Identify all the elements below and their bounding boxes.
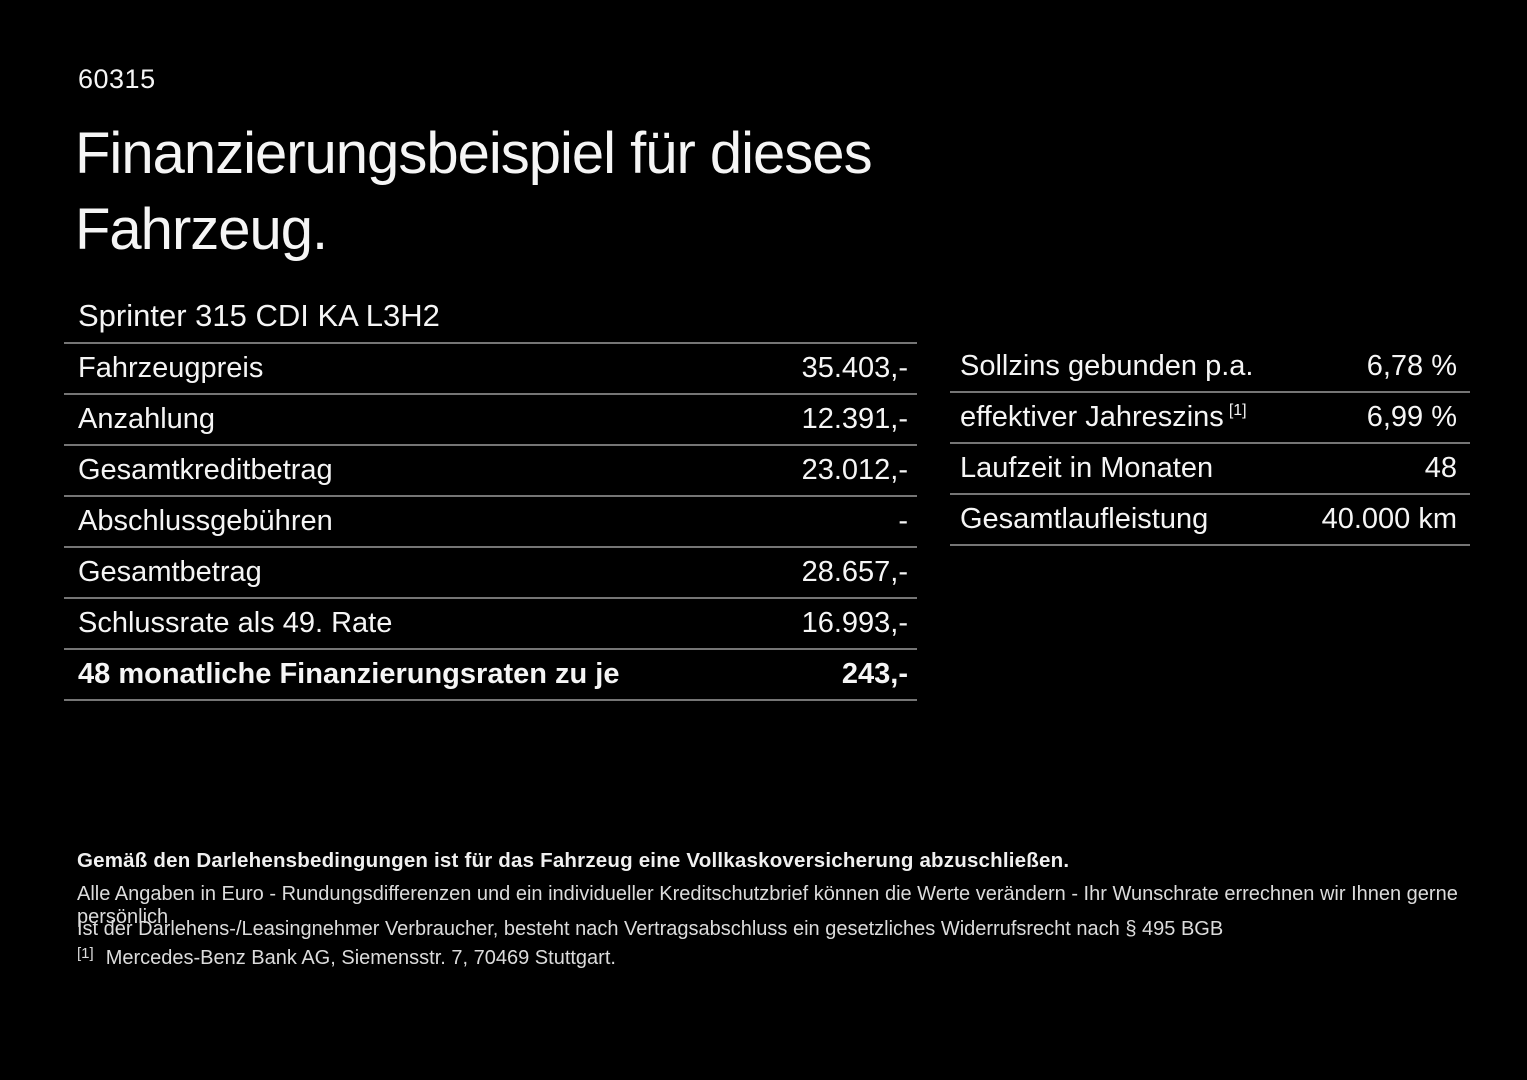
- row-label: Laufzeit in Monaten: [960, 452, 1214, 484]
- row-label: Schlussrate als 49. Rate: [78, 607, 393, 639]
- footnote-marker: [1]: [77, 945, 94, 962]
- row-label-text: effektiver Jahreszins: [960, 401, 1224, 433]
- note-insurance-requirement: Gemäß den Darlehensbedingungen ist für d…: [77, 849, 1070, 872]
- row-label: Sollzins gebunden p.a.: [960, 350, 1254, 382]
- row-label: effektiver Jahreszins [1]: [950, 401, 1247, 434]
- table-row-monthly-rate: 48 monatliche Finanzierungsraten zu je 2…: [64, 650, 917, 701]
- row-value: 243,-: [841, 658, 908, 690]
- table-row: Gesamtkreditbetrag 23.012,-: [64, 446, 917, 497]
- note-euro-disclaimer: Alle Angaben in Euro - Rundungsdifferenz…: [77, 883, 1458, 928]
- footnote-bank-address: [1] Mercedes-Benz Bank AG, Siemensstr. 7,…: [77, 945, 616, 970]
- table-row: Anzahlung 12.391,-: [64, 395, 917, 446]
- row-label: Gesamtkreditbetrag: [78, 454, 333, 486]
- table-row: Laufzeit in Monaten 48: [950, 444, 1470, 495]
- table-row: Fahrzeugpreis 35.403,-: [64, 344, 917, 395]
- row-label: Gesamtlaufleistung: [960, 503, 1209, 535]
- row-value: 12.391,-: [801, 403, 908, 435]
- footnote-text: Mercedes-Benz Bank AG, Siemensstr. 7, 70…: [105, 947, 616, 969]
- row-value: 6,78 %: [1366, 350, 1457, 382]
- page-title-line-1: Finanzierungsbeispiel für dieses: [75, 121, 873, 186]
- row-value: 16.993,-: [801, 607, 908, 639]
- row-value: -: [898, 505, 908, 537]
- financing-table-right: Sollzins gebunden p.a. 6,78 % effektiver…: [950, 342, 1470, 546]
- table-row: Gesamtbetrag 28.657,-: [64, 548, 917, 599]
- row-label: Abschlussgebühren: [78, 505, 333, 537]
- row-value: 6,99 %: [1366, 401, 1457, 433]
- footnote-reference-sup: [1]: [1228, 402, 1247, 420]
- row-label: Anzahlung: [78, 403, 216, 435]
- page-title: Finanzierungsbeispiel für dieses Fahrzeu…: [75, 116, 873, 268]
- table-row: Abschlussgebühren -: [64, 497, 917, 548]
- page-title-line-2: Fahrzeug.: [75, 197, 328, 262]
- row-value: 23.012,-: [801, 454, 908, 486]
- row-value: 35.403,-: [801, 352, 908, 384]
- row-value: 48: [1424, 452, 1457, 484]
- vehicle-model-subtitle: Sprinter 315 CDI KA L3H2: [78, 298, 440, 333]
- note-withdrawal-right: Ist der Darlehens-/Leasingnehmer Verbrau…: [77, 918, 1224, 940]
- reference-number: 60315: [78, 64, 156, 94]
- row-label: Fahrzeugpreis: [78, 352, 264, 384]
- table-row: Gesamtlaufleistung 40.000 km: [950, 495, 1470, 546]
- table-row: Sollzins gebunden p.a. 6,78 %: [950, 342, 1470, 393]
- financing-table-left: Fahrzeugpreis 35.403,- Anzahlung 12.391,…: [64, 342, 917, 701]
- table-row: Schlussrate als 49. Rate 16.993,-: [64, 599, 917, 650]
- row-value: 28.657,-: [801, 556, 908, 588]
- row-label: 48 monatliche Finanzierungsraten zu je: [78, 658, 620, 690]
- row-value: 40.000 km: [1321, 503, 1457, 535]
- row-label: Gesamtbetrag: [78, 556, 262, 588]
- table-row: effektiver Jahreszins [1] 6,99 %: [950, 393, 1470, 444]
